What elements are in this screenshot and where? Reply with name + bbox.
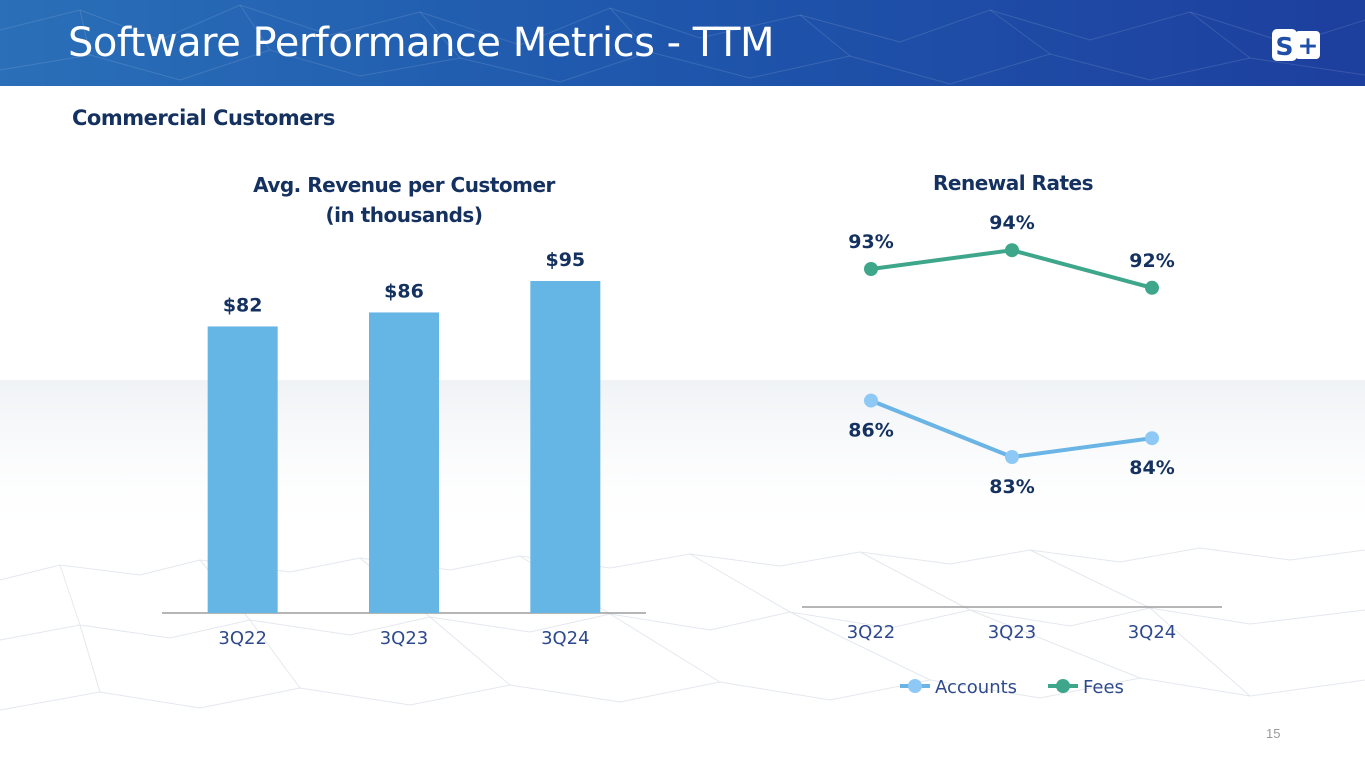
point-data-label: 93% (848, 231, 893, 253)
point-data-label: 92% (1129, 250, 1174, 272)
data-point-accounts (1005, 450, 1019, 464)
page-number: 15 (1266, 726, 1281, 741)
bar-data-label: $86 (384, 280, 424, 302)
bar-3q22 (207, 326, 278, 613)
point-data-label: 83% (989, 476, 1034, 498)
bar-chart-title-line2: (in thousands) (325, 203, 483, 227)
x-tick-label: 3Q22 (218, 628, 267, 649)
data-point-fees (864, 262, 878, 276)
section-subtitle: Commercial Customers (72, 106, 335, 130)
bar-data-label: $95 (545, 249, 585, 271)
bar-data-label: $82 (223, 294, 263, 316)
data-point-fees (1005, 243, 1019, 258)
slide-header: Software Performance Metrics - TTM S + (0, 0, 1365, 86)
x-tick-label: 3Q24 (1128, 622, 1177, 643)
point-data-label: 84% (1129, 457, 1174, 479)
header-network-pattern (0, 4, 1365, 85)
series-line-accounts (870, 398, 1153, 459)
x-tick-label: 3Q24 (541, 628, 590, 649)
bar-3q23 (369, 312, 439, 613)
data-point-accounts (864, 393, 878, 408)
line-chart-title: Renewal Rates (933, 171, 1093, 195)
x-tick-label: 3Q22 (847, 622, 896, 643)
point-data-label: 86% (848, 420, 893, 442)
page-title: Software Performance Metrics - TTM (68, 20, 774, 66)
data-point-fees (1145, 280, 1159, 295)
point-data-label: 94% (989, 212, 1034, 234)
bar-chart-title: Avg. Revenue per Customer (in thousands) (180, 170, 628, 230)
svg-text:S: S (1275, 32, 1293, 61)
svg-text:+: + (1298, 31, 1319, 60)
bar-3q24 (530, 281, 601, 613)
data-point-accounts (1145, 431, 1159, 446)
legend-label-accounts: Accounts (935, 677, 1017, 698)
s-plus-logo-icon: S + (1272, 29, 1320, 61)
x-tick-label: 3Q23 (988, 622, 1037, 643)
legend-swatch-marker-fees (1056, 679, 1070, 693)
x-tick-label: 3Q23 (380, 628, 429, 649)
legend-swatch-marker-accounts (908, 679, 922, 693)
legend-label-fees: Fees (1083, 677, 1124, 698)
bar-chart-title-line1: Avg. Revenue per Customer (253, 173, 555, 197)
